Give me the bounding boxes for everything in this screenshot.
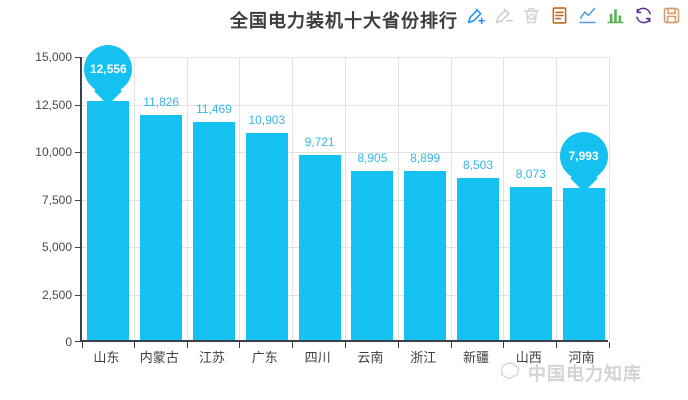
bar-value-label: 9,721 (304, 135, 335, 150)
y-tick-label: 15,000 (35, 50, 72, 64)
x-tick-label: 广东 (251, 350, 278, 365)
x-tick-label: 四川 (304, 350, 331, 365)
gridline-vertical (397, 57, 399, 340)
y-tick-label: 10,000 (35, 145, 72, 159)
bar[interactable] (87, 101, 130, 340)
y-axis-tick (75, 247, 81, 248)
gridline-vertical (239, 57, 241, 340)
y-axis-tick (75, 104, 81, 106)
y-tick-label: 7,500 (41, 192, 72, 207)
x-tick-label: 浙江 (410, 350, 437, 365)
restore-icon[interactable] (633, 5, 654, 26)
add-marker-icon[interactable] (465, 5, 486, 26)
x-tick-label: 内蒙古 (139, 350, 179, 365)
bar[interactable] (562, 188, 605, 340)
x-axis-tick (556, 342, 558, 348)
pin-value-label: 7,993 (568, 149, 599, 164)
y-tick-label: 0 (65, 335, 72, 349)
x-axis-tick (186, 342, 188, 348)
y-axis-tick (75, 199, 81, 201)
x-axis-tick (133, 342, 135, 348)
line-chart-icon[interactable] (577, 5, 598, 26)
y-axis-tick (75, 341, 81, 342)
x-tick-label: 云南 (357, 350, 384, 365)
x-tick-label: 山东 (93, 350, 120, 365)
x-axis-tick (397, 342, 399, 348)
gridline-vertical (503, 57, 505, 340)
y-axis-labels: 0 2,500 5,000 7,500 10,000 12,500 15,000 (0, 50, 72, 349)
bar-chart-icon[interactable] (605, 5, 626, 26)
value-pin[interactable]: 12,556 (84, 45, 133, 94)
gridline-vertical (292, 57, 294, 340)
bar[interactable] (404, 170, 447, 340)
gridline-vertical (450, 57, 452, 340)
x-tick-label: 新疆 (462, 350, 489, 365)
y-axis-tick (75, 294, 81, 296)
bar-value-label: 11,826 (143, 95, 180, 110)
save-image-icon[interactable] (661, 5, 682, 26)
gridline-vertical (186, 57, 188, 340)
bar[interactable] (457, 178, 499, 340)
x-axis-tick (345, 342, 346, 348)
y-tick-label: 5,000 (41, 240, 72, 254)
bar-value-label: 11,469 (196, 102, 232, 117)
chart-title: 全国电力装机十大省份排行 (230, 11, 458, 31)
y-tick-label: 12,500 (35, 97, 72, 112)
y-axis-tick (75, 152, 81, 153)
gridline-vertical (556, 57, 558, 340)
china-map-logo-icon (500, 362, 520, 379)
bar[interactable] (298, 155, 341, 340)
bar-value-label: 8,503 (462, 158, 494, 173)
x-axis-tick (503, 342, 505, 348)
x-tick-label: 河南 (568, 350, 595, 365)
clear-markers-icon[interactable] (521, 5, 542, 26)
x-axis-tick (292, 342, 294, 348)
y-tick-label: 2,500 (41, 287, 72, 302)
bar[interactable] (245, 132, 288, 340)
bar[interactable] (193, 122, 235, 340)
value-pin[interactable]: 7,993 (559, 132, 608, 181)
x-tick-label: 江苏 (198, 350, 225, 365)
pin-value-label: 12,556 (90, 62, 127, 77)
bar-value-label: 8,905 (357, 150, 388, 165)
watermark: 中国电力知库 (497, 359, 642, 386)
x-axis-tick (82, 342, 83, 348)
gridline-vertical (609, 57, 610, 340)
chart-toolbar (465, 5, 682, 26)
chart-plot-area: 12,556 11,826 11,469 10,903 9,721 8,905 8,899 8… (75, 45, 610, 348)
bar-value-label: 8,073 (515, 166, 546, 181)
x-axis-labels: 山东 内蒙古 江苏 广东 四川 云南 浙江 新疆 山西 河南 (80, 350, 608, 366)
bar-value-label: 8,899 (410, 150, 441, 165)
watermark-text: 中国电力知库 (528, 363, 642, 384)
x-tick-label: 山西 (515, 350, 542, 365)
y-axis-tick (75, 57, 81, 58)
x-axis-tick (609, 342, 610, 348)
bar-value-label: 10,903 (248, 112, 286, 127)
bar[interactable] (351, 170, 394, 340)
x-axis-tick (450, 342, 452, 348)
bar[interactable] (509, 186, 552, 340)
gridline-vertical (133, 57, 135, 340)
gridline-vertical (345, 57, 346, 340)
bar[interactable] (140, 115, 183, 340)
x-axis-tick (239, 342, 241, 348)
data-view-icon[interactable] (549, 5, 570, 26)
remove-marker-icon[interactable] (493, 5, 514, 26)
